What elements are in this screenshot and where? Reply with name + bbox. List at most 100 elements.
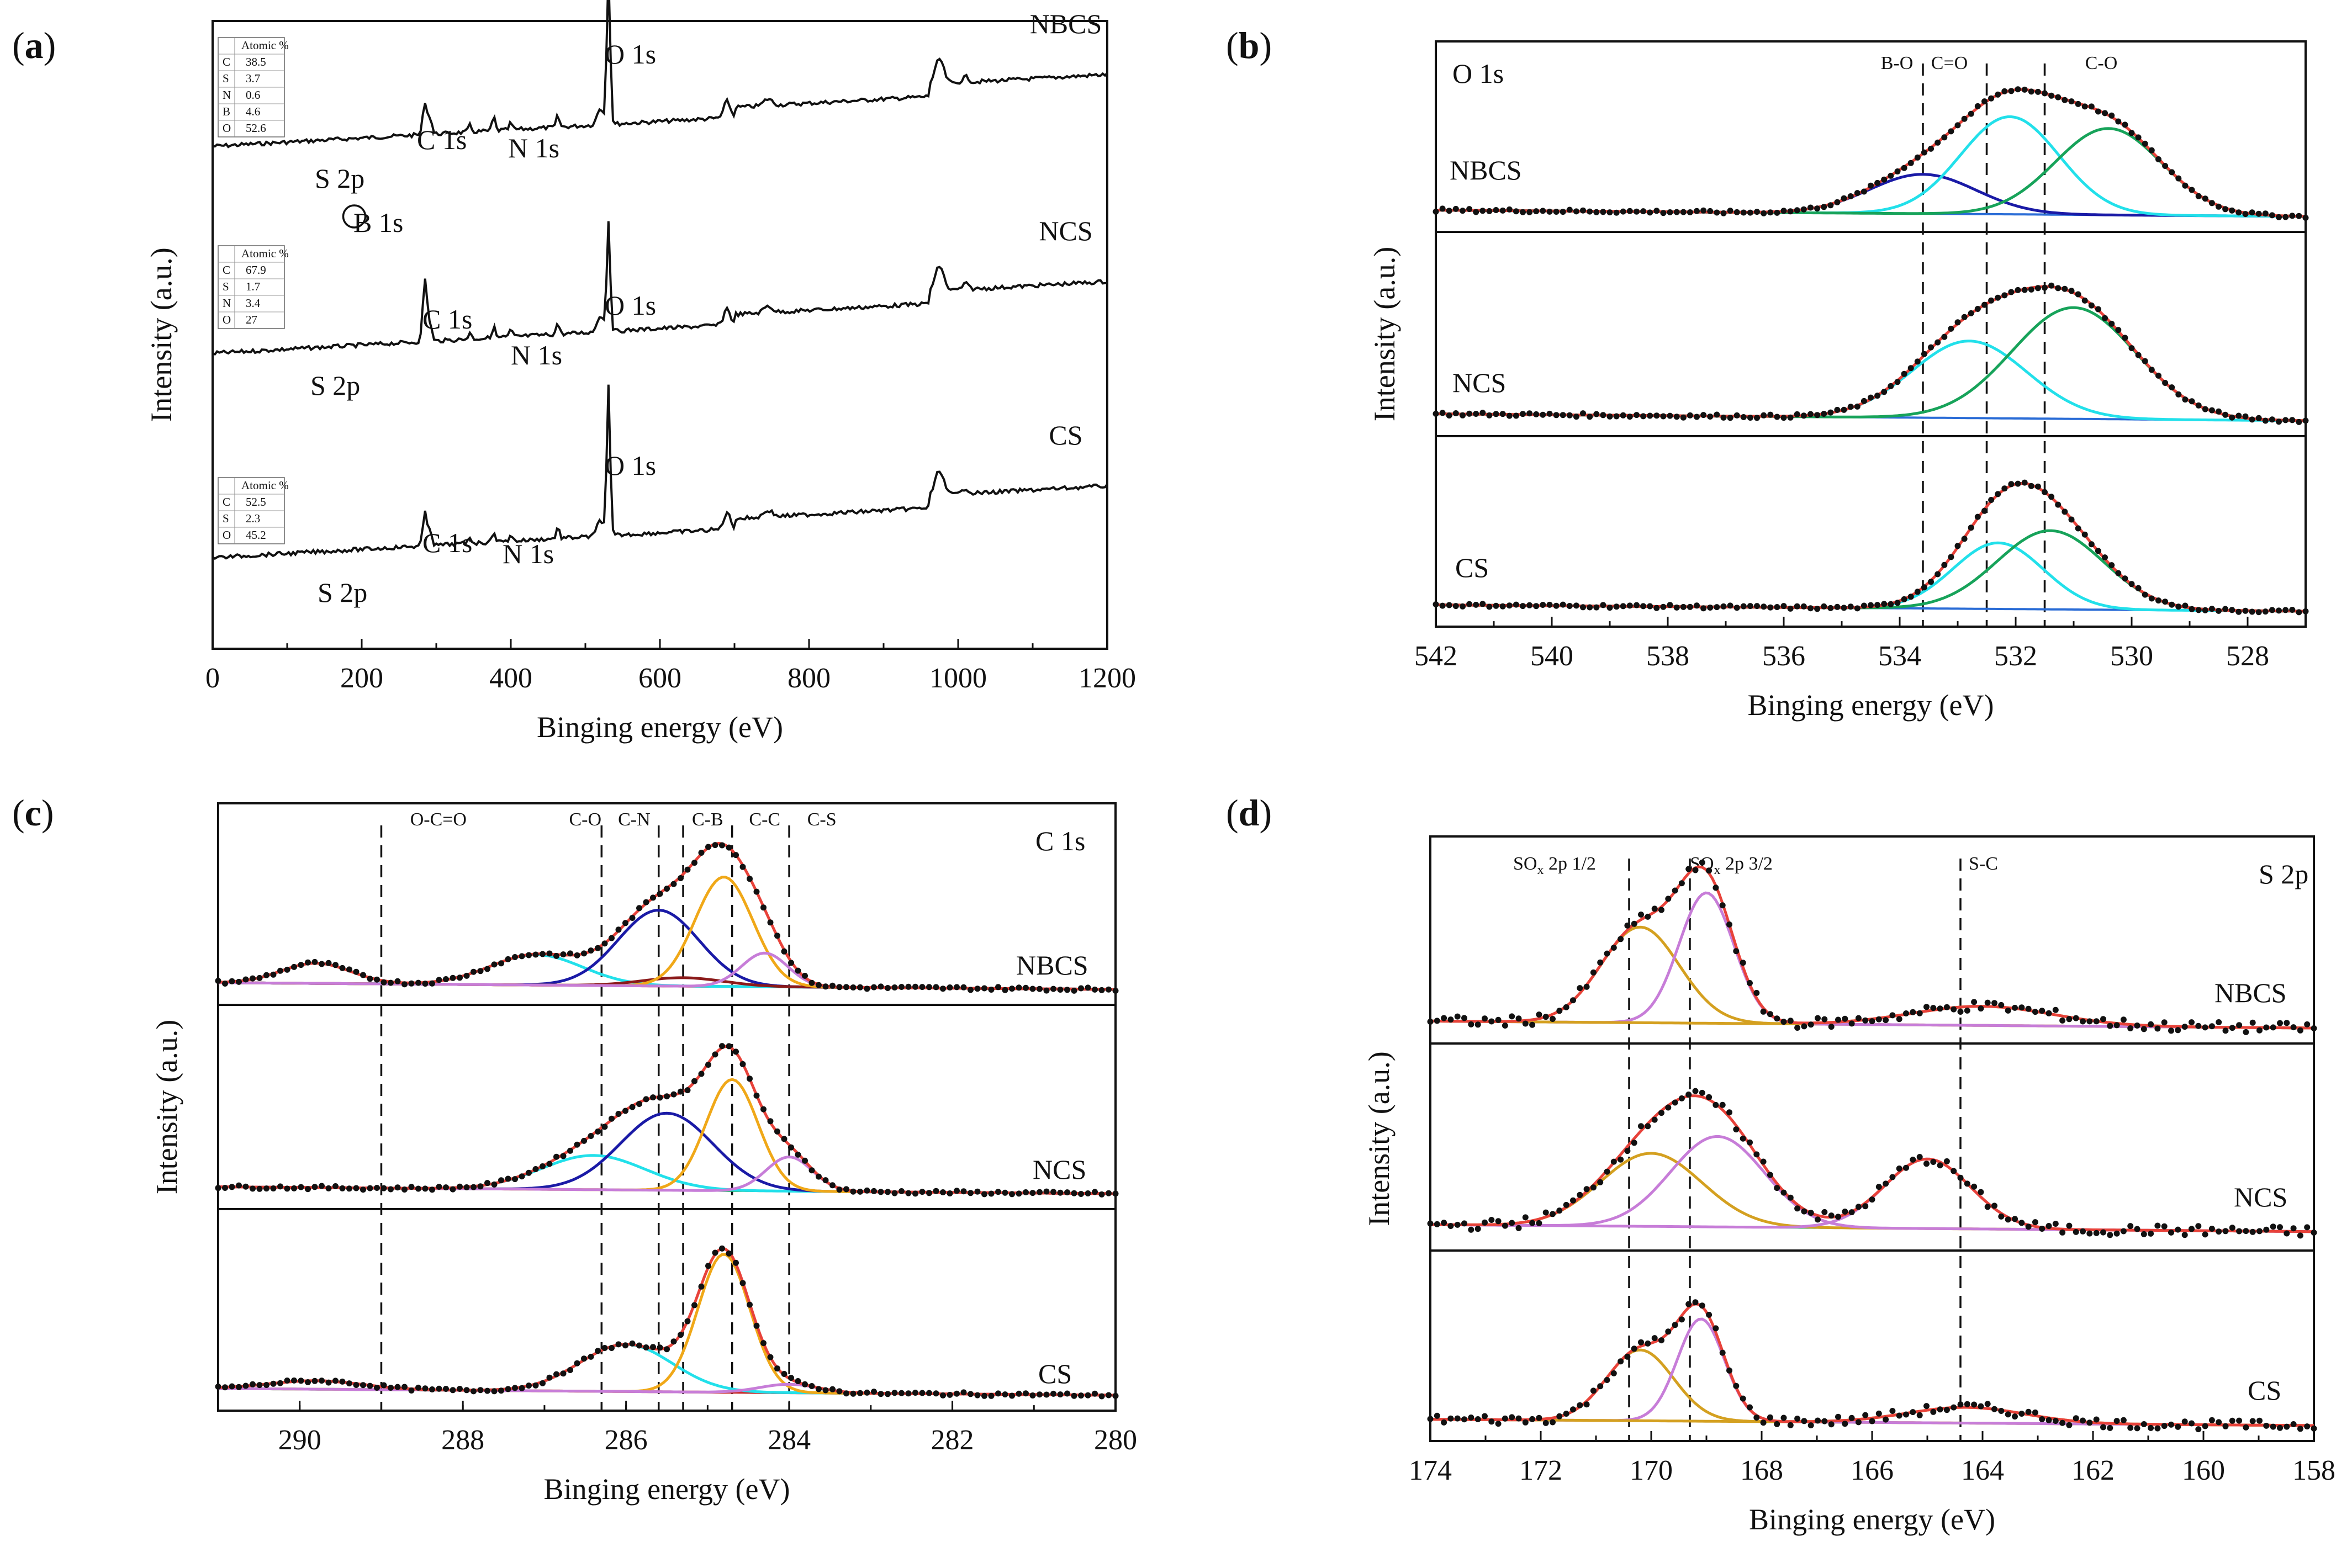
x-tick-label: 170 — [1630, 1455, 1673, 1486]
raw-data-point — [2018, 1411, 2025, 1417]
raw-data-point — [1550, 1016, 1556, 1022]
raw-data-point — [1447, 1223, 1454, 1229]
raw-data-point — [988, 987, 995, 993]
raw-data-point — [1593, 209, 1600, 215]
raw-data-point — [2235, 209, 2242, 216]
raw-data-point — [788, 1144, 794, 1151]
raw-data-point — [1573, 208, 1579, 215]
raw-data-point — [1700, 207, 1707, 214]
raw-data-point — [311, 1378, 318, 1384]
raw-data-point — [1869, 1018, 1875, 1025]
raw-data-point — [2235, 412, 2242, 419]
raw-data-point — [463, 1184, 470, 1190]
raw-data-point — [2095, 548, 2101, 554]
peak-label: N 1s — [508, 133, 559, 163]
table-value: 67.9 — [246, 263, 266, 277]
raw-data-point — [1794, 207, 1800, 214]
raw-data-point — [1937, 1406, 1943, 1413]
raw-data-point — [657, 1094, 663, 1101]
table-element: S — [223, 512, 229, 525]
raw-data-point — [1486, 208, 1493, 214]
raw-data-point — [1807, 1021, 1814, 1028]
raw-data-point — [1998, 1002, 2005, 1008]
raw-data-point — [1821, 1016, 1828, 1023]
raw-data-point — [1894, 600, 1901, 606]
raw-data-point — [1600, 602, 1606, 608]
raw-data-point — [1694, 208, 1700, 214]
fit-envelope-curve — [1436, 88, 2306, 218]
raw-data-point — [1506, 206, 1513, 213]
raw-data-point — [1961, 314, 1968, 320]
raw-data-point — [2062, 97, 2068, 103]
fit-envelope-curve — [218, 1045, 1116, 1195]
x-tick-label: 280 — [1094, 1424, 1137, 1456]
raw-data-point — [2249, 1418, 2256, 1424]
raw-data-point — [926, 1190, 932, 1196]
raw-data-point — [919, 1390, 926, 1396]
raw-data-point — [1964, 1401, 1970, 1407]
raw-data-point — [1726, 921, 1732, 928]
raw-data-point — [843, 984, 849, 990]
raw-data-point — [1848, 1415, 1855, 1421]
x-tick-label: 158 — [2292, 1455, 2335, 1486]
raw-data-point — [2086, 1018, 2093, 1025]
raw-data-point — [829, 1182, 836, 1189]
raw-data-point — [1515, 1415, 1522, 1422]
raw-data-point — [2148, 1021, 2154, 1027]
raw-data-point — [2142, 358, 2148, 364]
raw-data-point — [1713, 1101, 1719, 1108]
raw-data-point — [2012, 1413, 2018, 1420]
raw-data-point — [2182, 182, 2189, 189]
raw-data-point — [974, 1392, 981, 1399]
raw-data-point — [1553, 602, 1560, 609]
raw-data-point — [1452, 205, 1459, 212]
raw-data-point — [401, 981, 408, 988]
raw-data-point — [2134, 1425, 2140, 1432]
table-header: Atomic % — [241, 247, 289, 260]
raw-data-point — [864, 986, 870, 992]
raw-data-point — [2182, 602, 2189, 609]
raw-data-point — [1954, 319, 1961, 326]
raw-data-point — [1106, 986, 1112, 993]
raw-data-point — [1855, 1419, 1862, 1426]
raw-data-point — [1951, 1168, 1957, 1174]
raw-data-point — [2222, 1027, 2229, 1034]
raw-data-point — [1016, 1190, 1022, 1197]
raw-data-point — [436, 1385, 442, 1392]
raw-data-point — [270, 1185, 277, 1191]
raw-data-point — [2162, 598, 2169, 605]
raw-data-point — [1957, 1174, 1964, 1181]
raw-data-point — [2236, 1228, 2243, 1235]
raw-data-point — [1037, 1189, 1043, 1195]
fit-component-curve — [1430, 925, 2314, 1030]
raw-data-point — [2277, 1020, 2283, 1026]
raw-data-point — [1665, 1104, 1672, 1111]
raw-data-point — [1685, 1301, 1692, 1307]
raw-data-point — [1910, 1009, 1916, 1015]
raw-data-point — [739, 1280, 746, 1286]
raw-data-point — [615, 1111, 622, 1117]
raw-data-point — [1092, 986, 1098, 993]
raw-data-point — [443, 976, 449, 982]
raw-data-point — [1774, 209, 1780, 216]
raw-data-point — [2018, 1220, 2025, 1226]
raw-data-point — [1978, 1189, 1984, 1195]
raw-data-point — [2034, 88, 2041, 95]
raw-data-point — [629, 915, 636, 921]
raw-data-point — [2256, 1417, 2263, 1424]
raw-data-point — [2122, 575, 2128, 582]
raw-data-point — [615, 926, 622, 933]
component-label: C=O — [1931, 53, 1968, 73]
raw-data-point — [981, 1392, 987, 1399]
raw-data-point — [1479, 410, 1486, 416]
raw-data-point — [1466, 206, 1473, 213]
raw-data-point — [1961, 115, 1968, 122]
raw-data-point — [2169, 169, 2175, 176]
raw-data-point — [850, 1390, 857, 1397]
raw-data-point — [532, 1382, 539, 1389]
raw-data-point — [1888, 601, 1894, 607]
raw-data-point — [1620, 603, 1626, 610]
raw-data-point — [643, 1344, 649, 1350]
raw-data-point — [1439, 602, 1446, 609]
panel-label: (a) — [12, 24, 56, 66]
